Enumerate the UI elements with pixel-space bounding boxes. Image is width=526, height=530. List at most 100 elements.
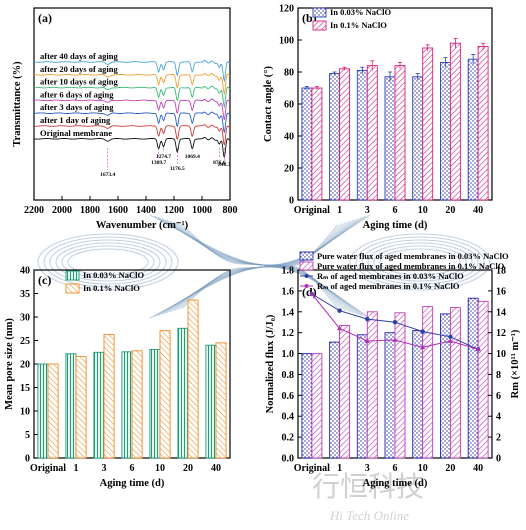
bar-series-1 [412, 330, 424, 459]
x-tick-label: 10 [418, 463, 428, 474]
x-tick-label: 20 [445, 205, 455, 216]
y-tick-label: 80 [284, 68, 294, 79]
bar-series-1 [329, 73, 341, 201]
peak-label: 1176.5 [170, 166, 185, 172]
series-line [33, 98, 231, 120]
x-tick-label: 1 [337, 463, 342, 474]
series-label: after 10 days of aging [40, 77, 119, 87]
x-tick-label: 6 [130, 463, 135, 474]
swirl-curve-bottom [165, 266, 355, 314]
bar-series-1 [205, 344, 217, 459]
swirl-curve-top [161, 218, 359, 266]
plot-frame [33, 7, 231, 201]
bar-series-1 [412, 76, 424, 201]
y2-tick-label: 10 [496, 349, 506, 360]
x-tick-label: 10 [418, 205, 428, 216]
y2-tick-label: 12 [496, 328, 506, 339]
bar-series-2 [449, 42, 461, 201]
bar-series-1 [65, 353, 77, 459]
panel-label: (a) [38, 11, 52, 25]
y2-tick-label: 14 [496, 307, 506, 318]
x-tick-label: 3 [365, 205, 370, 216]
swirl-curve-top [153, 215, 367, 266]
swirl-loop-right [361, 239, 479, 285]
x-tick-label: 40 [211, 463, 221, 474]
swirl-curve-bottom [173, 265, 347, 312]
rm-point [392, 337, 398, 342]
panel-d: 0.0 0.2 0.4 0.6 0.8 1.0 1.2 1.4 1.6 1.8 Original 1 3… [265, 251, 521, 489]
x-tick-label: 3 [365, 463, 370, 474]
x-tick-label: 1 [74, 463, 79, 474]
legend-swatch [65, 270, 80, 281]
x-tick-label: 1600 [108, 205, 128, 216]
bar-series-1 [356, 69, 368, 201]
panel-a: (a) 2200 2000 1800 1600 1400 1200 1000 800 Wavenu… [12, 7, 238, 231]
swirl-curve-bottom [149, 266, 371, 319]
swirl-curve-top [165, 219, 355, 266]
bar-series-2 [366, 311, 378, 459]
swirl-loop-left [43, 236, 173, 288]
series-line [34, 85, 231, 109]
peak-label: 1069.4 [185, 154, 200, 160]
legend-label: Rₘ of aged membranes in 0.03% NaClO [317, 271, 464, 281]
y-axis-label: Contact angle (°) [263, 66, 274, 142]
legend-label: Pure water flux of aged membranes in 0.0… [317, 251, 509, 261]
swirl-curve-top [169, 220, 351, 267]
swirl-curve-bottom [169, 265, 351, 313]
swirl-curve-bottom [157, 266, 363, 317]
peak-label: 1274.7 [156, 154, 171, 160]
y-tick-label: 60 [284, 100, 294, 111]
y-tick-label: 1.4 [282, 307, 295, 318]
watermark: 行恒科技 Hi Tech Online [312, 471, 424, 523]
legend-swatch [299, 261, 314, 271]
series-label: after 20 days of aging [40, 64, 119, 74]
y2-tick-label: 18 [496, 266, 506, 277]
y-tick-label: 0.6 [282, 391, 295, 402]
series-label: after 40 days of aging [40, 51, 119, 61]
swirl-loop-left [37, 233, 179, 291]
legend-label: In 0.03% NaClO [83, 270, 145, 280]
y-tick-label: 25 [20, 336, 30, 347]
y-tick-label: 15 [20, 383, 30, 394]
swirl-loop-left [61, 245, 155, 279]
y-tick-label: 5 [25, 430, 30, 441]
swirl-curve-bottom [161, 266, 359, 315]
bar-series-1 [37, 363, 49, 459]
legend-swatch [312, 20, 327, 31]
x-tick-label: 1800 [80, 205, 100, 216]
x-tick-label: 2200 [24, 205, 44, 216]
x-tick-label: 40 [473, 463, 483, 474]
swirl-loop-left [67, 248, 149, 276]
bar-series-2 [394, 65, 406, 201]
y-tick-label: 1.8 [282, 266, 295, 277]
bar-series-2 [187, 299, 199, 459]
rm-point [309, 291, 315, 296]
y2-tick-label: 0 [496, 454, 501, 465]
swirl-curve-top [181, 224, 339, 268]
x-tick-label: 10 [155, 463, 165, 474]
swirl-loop-right [367, 242, 473, 282]
bar-series-2 [366, 65, 378, 201]
rm-point [448, 334, 453, 340]
bar-series-1 [149, 348, 161, 459]
y-tick-label: 1.0 [282, 349, 295, 360]
y-tick-label: 0 [25, 454, 30, 465]
series-label: after 3 days of aging [40, 102, 114, 112]
legend-label: In 0.03% NaClO [330, 7, 392, 17]
x-tick-label: 1 [337, 205, 342, 216]
x-axis-label: Aging time (d) [363, 220, 428, 231]
y-tick-label: 0 [289, 196, 294, 207]
x-tick-label: 1400 [136, 205, 156, 216]
series-label: after 6 days of aging [40, 89, 114, 99]
swirl-loop-right [349, 233, 491, 291]
bar-series-1 [177, 327, 189, 459]
x-tick-label: 6 [393, 463, 398, 474]
legend-label: In 0.1% NaClO [83, 283, 140, 293]
rm-point [447, 338, 454, 343]
swirl-curve-top [157, 216, 363, 266]
y-tick-label: 35 [20, 289, 30, 300]
peak-label: 1309.7 [151, 160, 166, 166]
series-line [34, 111, 231, 133]
x-axis-label: Wavenumber (cm⁻¹) [96, 220, 189, 231]
